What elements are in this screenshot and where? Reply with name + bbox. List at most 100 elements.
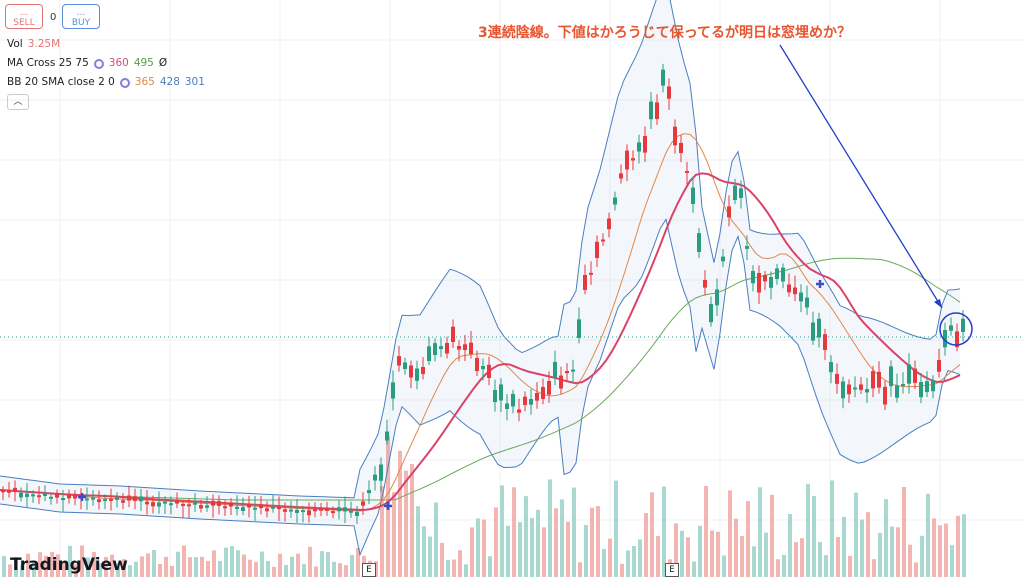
- candle-body: [871, 371, 875, 389]
- volume-bar: [158, 563, 162, 577]
- volume-bar: [740, 535, 744, 577]
- volume-bar: [746, 501, 750, 577]
- volume-bar: [596, 506, 600, 577]
- candle-body: [55, 493, 59, 498]
- candle-body: [7, 490, 11, 493]
- candle-body: [211, 500, 215, 506]
- candle-body: [829, 362, 833, 373]
- candle-body: [865, 389, 869, 393]
- volume-bar: [860, 519, 864, 577]
- candle-body: [235, 506, 239, 509]
- candle-body: [253, 507, 257, 510]
- candle-body: [469, 342, 473, 354]
- volume-bar: [230, 546, 234, 577]
- volume-bar: [20, 565, 24, 577]
- volume-bar: [146, 553, 150, 577]
- volume-bar: [728, 490, 732, 577]
- candle-body: [289, 509, 293, 512]
- volume-bar: [452, 559, 456, 577]
- candle-body: [337, 507, 341, 512]
- candle-body: [727, 206, 731, 218]
- candle-body: [67, 494, 71, 499]
- volume-bar: [920, 535, 924, 577]
- volume-bar: [170, 565, 174, 577]
- volume-bar: [638, 539, 642, 577]
- collapse-button[interactable]: ︿: [7, 94, 29, 110]
- candle-body: [241, 507, 245, 511]
- candle-body: [13, 487, 17, 492]
- indicator-vol[interactable]: Vol 3.25M: [7, 38, 65, 50]
- candle-body: [913, 368, 917, 383]
- buy-button[interactable]: ... BUY: [62, 4, 100, 29]
- candle-body: [349, 510, 353, 513]
- volume-bar: [344, 565, 348, 577]
- candle-body: [61, 498, 65, 501]
- candle-body: [775, 268, 779, 279]
- candle-body: [421, 367, 425, 375]
- volume-bar: [254, 562, 258, 577]
- candle-body: [97, 499, 101, 503]
- volume-bar: [272, 566, 276, 577]
- volume-bar: [440, 542, 444, 577]
- candle-body: [943, 330, 947, 348]
- volume-bar: [332, 561, 336, 577]
- volume-bar: [950, 545, 954, 577]
- candle-body: [391, 382, 395, 399]
- candle-body: [139, 496, 143, 502]
- volume-bar: [764, 532, 768, 577]
- earnings-marker[interactable]: E: [665, 563, 679, 577]
- candle-body: [493, 390, 497, 403]
- indicator-ma[interactable]: MA Cross 25 75 360 495 Ø: [7, 57, 172, 69]
- cross-marker: [384, 502, 392, 510]
- candle-body: [325, 508, 329, 511]
- volume-bar: [50, 551, 54, 577]
- volume-bar: [524, 496, 528, 577]
- cross-marker: [78, 493, 86, 501]
- candle-body: [115, 496, 119, 500]
- sell-button[interactable]: ... SELL: [5, 4, 43, 29]
- candle-body: [835, 374, 839, 384]
- volume-bar: [794, 542, 798, 577]
- volume-bar: [206, 561, 210, 577]
- candle-body: [691, 187, 695, 204]
- volume-bar: [308, 546, 312, 577]
- candle-body: [703, 280, 707, 288]
- indicator-value: Ø: [158, 57, 168, 69]
- candle-body: [565, 371, 569, 374]
- candle-body: [433, 343, 437, 355]
- volume-bar: [608, 538, 612, 577]
- candle-body: [511, 393, 515, 407]
- volume-bar: [92, 551, 96, 577]
- candle-body: [607, 218, 611, 230]
- volume-bar: [662, 486, 666, 577]
- volume-bar: [374, 561, 378, 577]
- candle-body: [259, 505, 263, 509]
- volume-bar: [590, 507, 594, 577]
- volume-bar: [782, 554, 786, 577]
- earnings-marker[interactable]: E: [362, 563, 376, 577]
- volume-bar: [620, 563, 624, 577]
- volume-bar: [914, 562, 918, 577]
- volume-bar: [68, 545, 72, 577]
- candle-body: [673, 126, 677, 146]
- volume-bar: [326, 552, 330, 577]
- volume-bar: [338, 563, 342, 577]
- volume-bar: [854, 492, 858, 577]
- volume-bar: [2, 555, 6, 577]
- indicator-bb[interactable]: BB 20 SMA close 2 0 365 428 301: [7, 76, 210, 88]
- volume-bar: [896, 527, 900, 577]
- candle-body: [295, 509, 299, 513]
- candle-body: [631, 158, 635, 161]
- candle-body: [763, 275, 767, 282]
- candle-body: [271, 506, 275, 509]
- volume-bar: [140, 556, 144, 577]
- candle-body: [853, 387, 857, 390]
- volume-bar: [398, 450, 402, 577]
- candle-body: [823, 334, 827, 350]
- volume-bar: [566, 521, 570, 577]
- volume-bar: [674, 523, 678, 577]
- volume-bar: [908, 544, 912, 577]
- candle-body: [475, 358, 479, 372]
- candle-body: [85, 498, 89, 501]
- volume-bar: [518, 522, 522, 577]
